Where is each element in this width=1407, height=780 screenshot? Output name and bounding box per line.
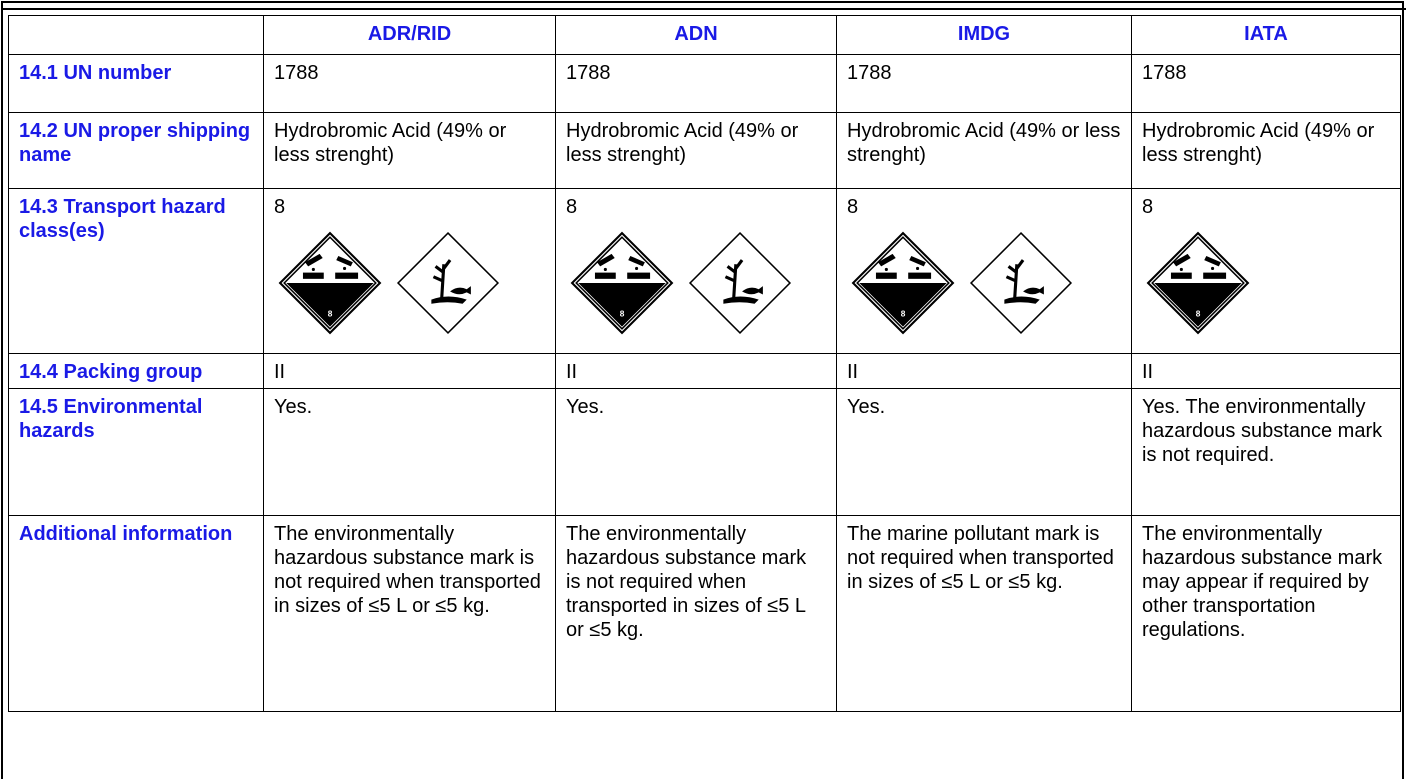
pictogram-class: 8 bbox=[620, 308, 625, 318]
pictogram-class: 8 bbox=[901, 308, 906, 318]
row-label: 14.1 UN number bbox=[8, 54, 264, 113]
cell-text: 1788 bbox=[566, 62, 611, 84]
row-label: 14.3 Transport hazard class(es) bbox=[8, 188, 264, 354]
column-header: IATA bbox=[1131, 15, 1401, 55]
cell: 1788 bbox=[1131, 54, 1401, 113]
pictograms: 8 bbox=[851, 231, 1121, 335]
row-label: 14.4 Packing group bbox=[8, 353, 264, 389]
cell-text: Yes. bbox=[847, 396, 886, 418]
cell: 1788 bbox=[836, 54, 1132, 113]
cell-text: 1788 bbox=[1142, 62, 1187, 84]
environment-pictogram bbox=[396, 231, 500, 335]
table-row: Additional information The environmentall… bbox=[8, 515, 1401, 712]
pictogram-class: 8 bbox=[1196, 308, 1201, 318]
table-row: 14.2 UN proper shipping name Hydrobromic … bbox=[8, 112, 1401, 189]
pictograms: 8 bbox=[570, 231, 826, 335]
column-header: ADR/RID bbox=[263, 15, 556, 55]
cell: Hydrobromic Acid (49% or less strenght) bbox=[836, 112, 1132, 189]
corrosive-pictogram: 8 bbox=[278, 231, 382, 335]
pictograms: 8 bbox=[278, 231, 545, 335]
cell-text: Yes. The environmentally hazardous subst… bbox=[1142, 396, 1383, 466]
table-row: 14.4 Packing group II II II II bbox=[8, 353, 1401, 389]
table-row: 14.5 Environmental hazards Yes. Yes. Yes. Ye… bbox=[8, 388, 1401, 516]
frame-line bbox=[1, 8, 1406, 10]
column-header: ADN bbox=[555, 15, 837, 55]
cell: Yes. The environmentally hazardous subst… bbox=[1131, 388, 1401, 516]
cell-text: Yes. bbox=[274, 396, 313, 418]
cell-text: 1788 bbox=[847, 62, 892, 84]
cell: 1788 bbox=[263, 54, 556, 113]
cell-text: The environmentally hazardous substance … bbox=[274, 523, 541, 617]
table-row: 14.1 UN number 1788 1788 1788 1788 bbox=[8, 54, 1401, 113]
cell: Yes. bbox=[263, 388, 556, 516]
corrosive-pictogram: 8 bbox=[570, 231, 674, 335]
cell-text: 8 bbox=[566, 196, 578, 218]
row-label: 14.2 UN proper shipping name bbox=[8, 112, 264, 189]
cell: II bbox=[263, 353, 556, 389]
cell: Hydrobromic Acid (49% or less strenght) bbox=[263, 112, 556, 189]
cell: II bbox=[1131, 353, 1401, 389]
cell: The environmentally hazardous substance … bbox=[263, 515, 556, 712]
environment-pictogram bbox=[969, 231, 1073, 335]
cell-text: Yes. bbox=[566, 396, 605, 418]
cell-text: II bbox=[566, 361, 578, 383]
corrosive-pictogram: 8 bbox=[1146, 231, 1250, 335]
cell-text: 8 bbox=[847, 196, 859, 218]
cell-text: The environmentally hazardous substance … bbox=[1142, 523, 1383, 641]
cell-text: Hydrobromic Acid (49% or less strenght) bbox=[274, 120, 507, 166]
cell: The environmentally hazardous substance … bbox=[1131, 515, 1401, 712]
row-label: 14.5 Environmental hazards bbox=[8, 388, 264, 516]
environment-pictogram bbox=[688, 231, 792, 335]
cell-text: The marine pollutant mark is not require… bbox=[847, 523, 1114, 593]
header-row: ADR/RID ADN IMDG IATA bbox=[8, 15, 1401, 55]
cell-text: 1788 bbox=[274, 62, 319, 84]
cell: Hydrobromic Acid (49% or less strenght) bbox=[1131, 112, 1401, 189]
pictograms: 8 bbox=[1146, 231, 1390, 335]
pictogram-class: 8 bbox=[328, 308, 333, 318]
cell-text: Hydrobromic Acid (49% or less strenght) bbox=[566, 120, 799, 166]
table-row: 14.3 Transport hazard class(es) 8 8 8 8 8 8 8 8 bbox=[8, 188, 1401, 354]
table-body: 14.1 UN number 1788 1788 1788 1788 14.2 UN pr… bbox=[8, 54, 1401, 712]
cell: 1788 bbox=[555, 54, 837, 113]
transport-table: ADR/RID ADN IMDG IATA 14.1 UN number 1788 178… bbox=[8, 15, 1401, 712]
cell: Yes. bbox=[836, 388, 1132, 516]
cell: The marine pollutant mark is not require… bbox=[836, 515, 1132, 712]
cell: Yes. bbox=[555, 388, 837, 516]
cell-text: The environmentally hazardous substance … bbox=[566, 523, 807, 641]
cell-text: 8 bbox=[1142, 196, 1154, 218]
cell-text: II bbox=[847, 361, 859, 383]
cell-text: II bbox=[274, 361, 286, 383]
cell: II bbox=[555, 353, 837, 389]
row-label: Additional information bbox=[8, 515, 264, 712]
corner-cell bbox=[8, 15, 264, 55]
cell: The environmentally hazardous substance … bbox=[555, 515, 837, 712]
cell-text: Hydrobromic Acid (49% or less strenght) bbox=[1142, 120, 1375, 166]
cell-text: Hydrobromic Acid (49% or less strenght) bbox=[847, 120, 1121, 166]
cell: II bbox=[836, 353, 1132, 389]
cell: Hydrobromic Acid (49% or less strenght) bbox=[555, 112, 837, 189]
cell-text: 8 bbox=[274, 196, 286, 218]
corrosive-pictogram: 8 bbox=[851, 231, 955, 335]
column-header: IMDG bbox=[836, 15, 1132, 55]
cell-text: II bbox=[1142, 361, 1154, 383]
